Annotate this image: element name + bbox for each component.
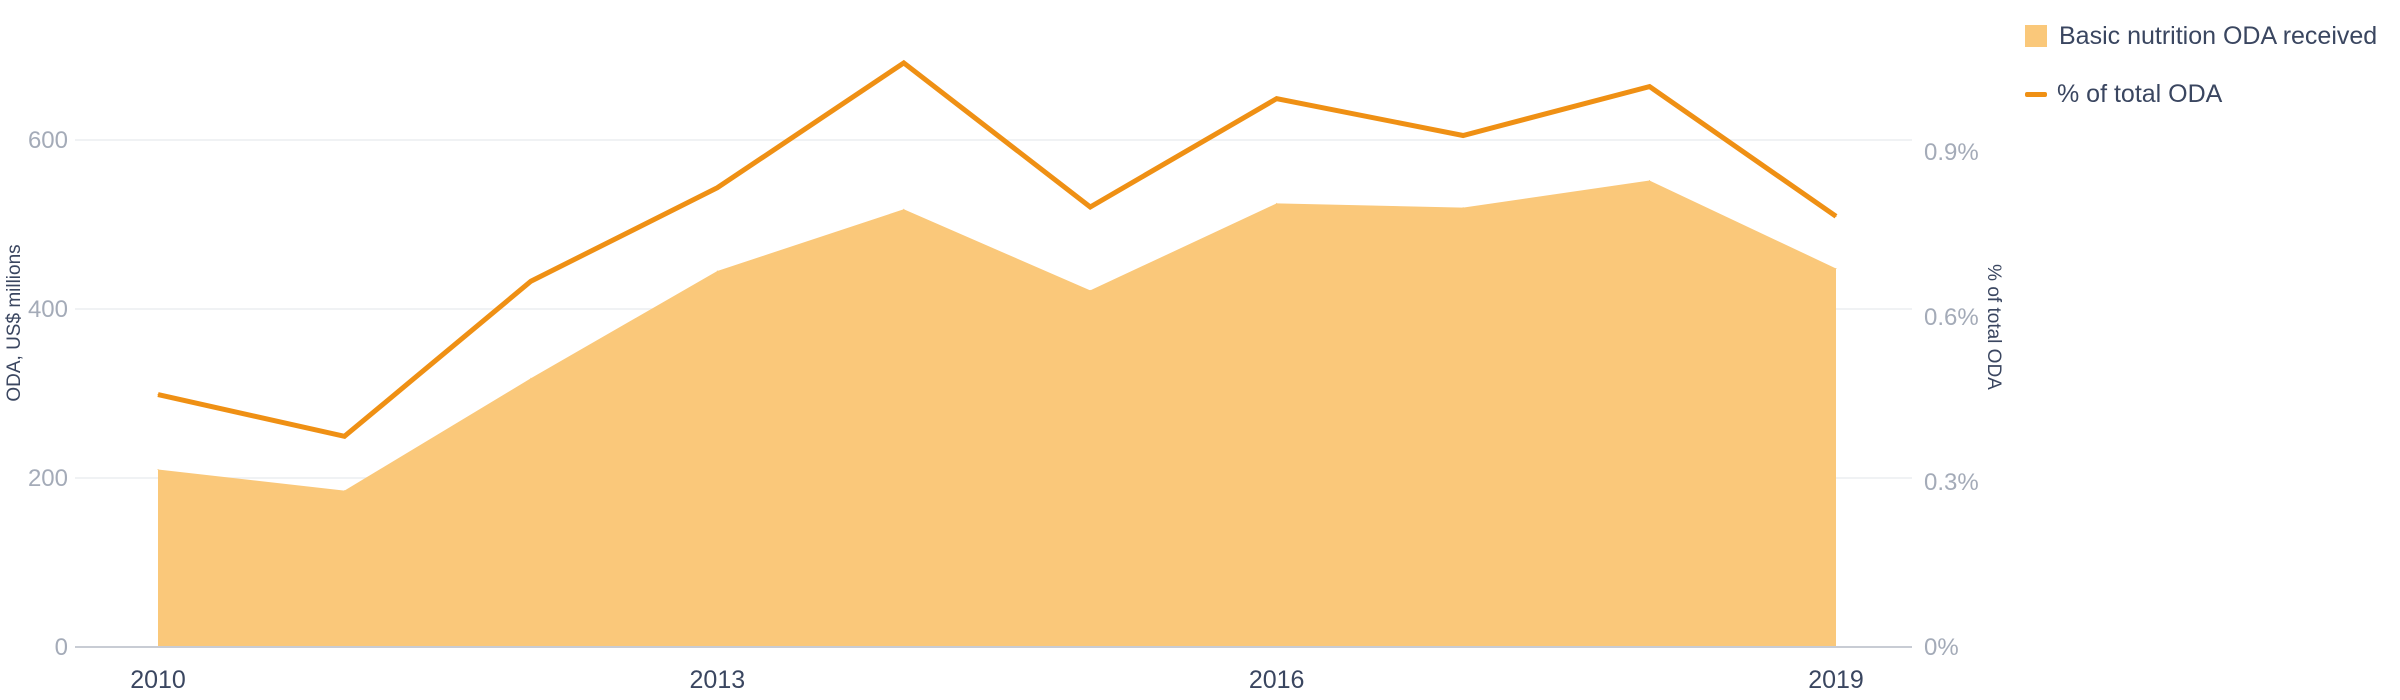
line-percent-total-oda[interactable] (157, 59, 1838, 440)
legend: Basic nutrition ODA received % of total … (2025, 18, 2377, 134)
line-data-point[interactable] (1835, 215, 1837, 217)
line-data-point[interactable] (903, 62, 905, 64)
line-data-point[interactable] (1276, 98, 1278, 100)
legend-area-swatch (2025, 25, 2047, 47)
line-series-layer (157, 59, 1838, 440)
legend-label: % of total ODA (2057, 79, 2223, 108)
y-tick-label: 200 (28, 465, 68, 492)
area-data-point[interactable] (530, 377, 532, 379)
y2-tick-label: 0.9% (1924, 139, 1979, 166)
area-data-point[interactable] (1089, 289, 1091, 291)
right-axis-ticks: 0% 0.3% 0.6% 0.9% (1924, 139, 1979, 661)
area-series-layer (157, 180, 1837, 647)
x-tick-label: 2013 (690, 666, 746, 694)
x-tick-label: 2010 (130, 666, 186, 694)
area-data-point[interactable] (1835, 267, 1837, 269)
legend-line-swatch (2025, 91, 2047, 97)
line-data-point[interactable] (530, 280, 532, 282)
line-data-point[interactable] (1649, 86, 1651, 88)
area-basic-nutrition-oda[interactable] (158, 180, 1836, 647)
left-axis-ticks: 0 200 400 600 (28, 127, 68, 661)
y-tick-label: 600 (28, 127, 68, 154)
y-tick-label: 400 (28, 296, 68, 323)
area-data-point[interactable] (716, 270, 718, 272)
y2-tick-label: 0.6% (1924, 304, 1979, 331)
area-data-point[interactable] (903, 208, 905, 210)
x-tick-label: 2016 (1249, 666, 1305, 694)
area-data-point[interactable] (343, 490, 345, 492)
line-data-point[interactable] (1089, 206, 1091, 208)
y-tick-label: 0 (55, 634, 68, 661)
right-axis-title: % of total ODA (1983, 264, 2004, 390)
legend-label: Basic nutrition ODA received (2059, 21, 2378, 50)
line-data-point[interactable] (1462, 135, 1464, 136)
line-data-point[interactable] (343, 435, 345, 437)
y2-tick-label: 0.3% (1924, 469, 1979, 496)
y2-tick-label: 0% (1924, 634, 1959, 661)
x-axis-ticks: 2010 2013 2016 2019 (130, 666, 1864, 694)
left-axis-title: ODA, US$ millions (4, 244, 25, 401)
line-data-point[interactable] (157, 394, 159, 396)
area-data-point[interactable] (1649, 180, 1651, 182)
area-data-point[interactable] (1276, 202, 1278, 204)
area-data-point[interactable] (1462, 207, 1464, 209)
legend-item-area[interactable]: Basic nutrition ODA received (2025, 18, 2377, 54)
area-data-point[interactable] (157, 469, 159, 471)
x-tick-label: 2019 (1808, 666, 1864, 694)
line-data-point[interactable] (716, 187, 718, 189)
legend-item-line[interactable]: % of total ODA (2025, 76, 2377, 112)
